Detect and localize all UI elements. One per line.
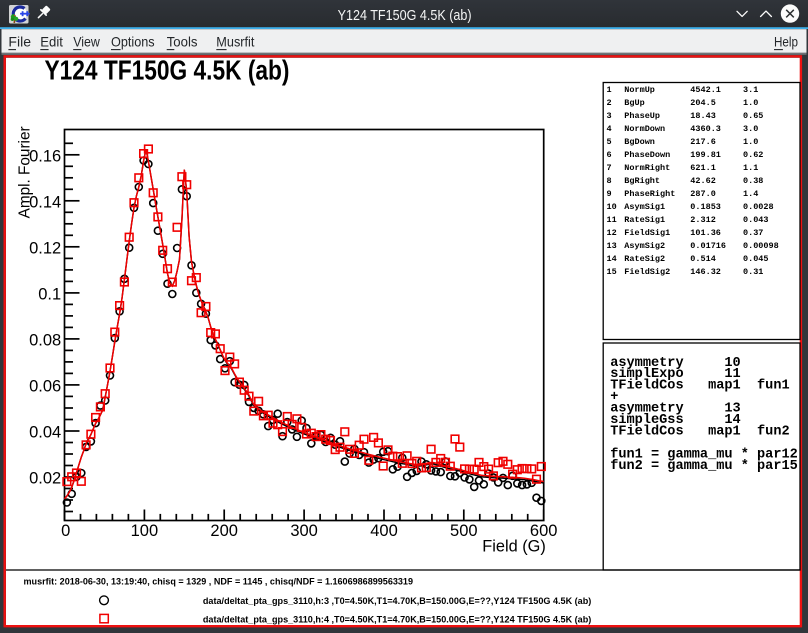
svg-text:File: File	[8, 33, 31, 49]
svg-text:BgRight: BgRight	[624, 176, 660, 186]
svg-text:0.043: 0.043	[743, 215, 769, 225]
svg-text:0.08: 0.08	[29, 331, 61, 349]
svg-text:PhaseRight: PhaseRight	[624, 189, 675, 199]
svg-text:Edit: Edit	[40, 33, 63, 49]
svg-text:0.02: 0.02	[29, 470, 61, 488]
svg-text:3: 3	[607, 111, 612, 121]
svg-text:11: 11	[607, 215, 617, 225]
svg-text:0.1: 0.1	[38, 285, 61, 303]
svg-text:101.36: 101.36	[690, 228, 721, 238]
svg-text:Ampl. Fourier: Ampl. Fourier	[16, 126, 33, 219]
svg-text:199.81: 199.81	[690, 150, 721, 160]
svg-text:1.0: 1.0	[743, 98, 758, 108]
svg-text:View: View	[73, 33, 100, 49]
svg-text:2: 2	[607, 98, 612, 108]
svg-text:500: 500	[450, 522, 478, 540]
svg-text:FieldSig1: FieldSig1	[624, 228, 670, 238]
svg-text:1: 1	[607, 85, 612, 95]
svg-text:NormDown: NormDown	[624, 124, 665, 134]
svg-text:0: 0	[61, 522, 70, 540]
svg-text:fun2 = gamma_mu * par15: fun2 = gamma_mu * par15	[610, 459, 798, 474]
svg-text:simpleGss 14: simpleGss 14	[610, 413, 741, 428]
svg-text:BgDown: BgDown	[624, 137, 655, 147]
svg-text:0.38: 0.38	[743, 176, 763, 186]
svg-text:621.1: 621.1	[690, 163, 716, 173]
svg-text:AsymSig1: AsymSig1	[624, 202, 665, 212]
svg-text:NormRight: NormRight	[624, 163, 670, 173]
svg-text:18.43: 18.43	[690, 111, 716, 121]
svg-text:Y124 TF150G 4.5K (ab): Y124 TF150G 4.5K (ab)	[45, 54, 290, 85]
svg-text:0.14: 0.14	[29, 193, 61, 211]
svg-text:0.1853: 0.1853	[690, 202, 721, 212]
svg-text:300: 300	[290, 522, 318, 540]
svg-text:204.5: 204.5	[690, 98, 716, 108]
svg-text:287.0: 287.0	[690, 189, 716, 199]
svg-text:1.4: 1.4	[743, 189, 758, 199]
svg-text:NormUp: NormUp	[624, 85, 655, 95]
svg-text:0.62: 0.62	[743, 150, 763, 160]
svg-text:0.01716: 0.01716	[690, 241, 726, 251]
svg-text:14: 14	[607, 254, 617, 264]
svg-text:data/deltat_pta_gps_3110,h:4 ,: data/deltat_pta_gps_3110,h:4 ,T0=4.50K,T…	[203, 614, 591, 624]
svg-text:10: 10	[607, 202, 617, 212]
svg-text:0.04: 0.04	[29, 424, 61, 442]
svg-text:4: 4	[607, 124, 612, 134]
svg-text:Tools: Tools	[167, 33, 198, 49]
svg-text:400: 400	[370, 522, 398, 540]
svg-text:Musrfit: Musrfit	[216, 33, 254, 49]
svg-text:FieldSig2: FieldSig2	[624, 267, 670, 277]
svg-text:42.62: 42.62	[690, 176, 716, 186]
svg-text:146.32: 146.32	[690, 267, 721, 277]
svg-text:simplExpo 11: simplExpo 11	[610, 367, 741, 382]
svg-text:TFieldCos map1 fun1: TFieldCos map1 fun1	[610, 379, 789, 394]
svg-text:0.65: 0.65	[743, 111, 763, 121]
svg-text:3.0: 3.0	[743, 124, 758, 134]
svg-text:0.00098: 0.00098	[743, 241, 779, 251]
svg-text:Field (G): Field (G)	[482, 538, 546, 556]
svg-text:data/deltat_pta_gps_3110,h:3 ,: data/deltat_pta_gps_3110,h:3 ,T0=4.50K,T…	[203, 596, 591, 606]
svg-text:BgUp: BgUp	[624, 98, 644, 108]
svg-text:15: 15	[607, 267, 617, 277]
svg-text:100: 100	[131, 522, 159, 540]
svg-text:0.12: 0.12	[29, 239, 61, 257]
svg-text:1.0: 1.0	[743, 137, 758, 147]
svg-text:+: +	[610, 390, 618, 405]
svg-text:0.045: 0.045	[743, 254, 769, 264]
svg-text:PhaseDown: PhaseDown	[624, 150, 670, 160]
svg-text:7: 7	[607, 163, 612, 173]
svg-text:0.514: 0.514	[690, 254, 716, 264]
svg-text:0.0028: 0.0028	[743, 202, 774, 212]
svg-text:0.37: 0.37	[743, 228, 763, 238]
svg-text:4360.3: 4360.3	[690, 124, 721, 134]
svg-text:0.31: 0.31	[743, 267, 763, 277]
svg-text:13: 13	[607, 241, 617, 251]
svg-text:musrfit: 2018-06-30, 13:19:40,: musrfit: 2018-06-30, 13:19:40, chisq = 1…	[24, 577, 414, 587]
svg-text:3.1: 3.1	[743, 85, 758, 95]
svg-text:4542.1: 4542.1	[690, 85, 721, 95]
svg-text:217.6: 217.6	[690, 137, 716, 147]
svg-text:1.1: 1.1	[743, 163, 758, 173]
svg-text:RateSig1: RateSig1	[624, 215, 665, 225]
svg-text:12: 12	[607, 228, 617, 238]
svg-text:RateSig2: RateSig2	[624, 254, 665, 264]
svg-text:PhaseUp: PhaseUp	[624, 111, 660, 121]
svg-text:asymmetry 13: asymmetry 13	[610, 402, 741, 417]
svg-text:fun1 = gamma_mu * par12: fun1 = gamma_mu * par12	[610, 447, 798, 462]
svg-text:200: 200	[210, 522, 238, 540]
svg-text:0.06: 0.06	[29, 377, 61, 395]
svg-text:5: 5	[607, 137, 612, 147]
svg-text:AsymSig2: AsymSig2	[624, 241, 665, 251]
svg-text:9: 9	[607, 189, 612, 199]
svg-text:2.312: 2.312	[690, 215, 716, 225]
svg-text:Options: Options	[111, 33, 155, 49]
svg-text:TFieldCos map1 fun2: TFieldCos map1 fun2	[610, 425, 789, 440]
svg-text:6: 6	[607, 150, 612, 160]
svg-text:Y124 TF150G 4.5K (ab): Y124 TF150G 4.5K (ab)	[338, 8, 472, 24]
svg-text:600: 600	[530, 522, 558, 540]
svg-text:Help: Help	[774, 33, 798, 49]
svg-text:0.16: 0.16	[29, 147, 61, 165]
svg-text:8: 8	[607, 176, 612, 186]
svg-text:asymmetry 10: asymmetry 10	[610, 356, 741, 371]
